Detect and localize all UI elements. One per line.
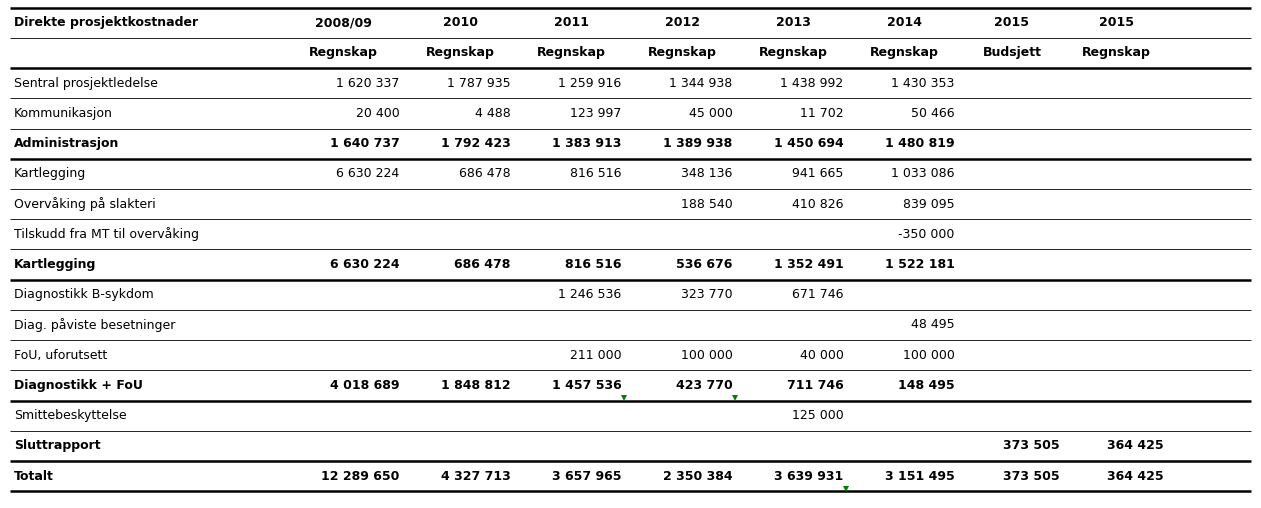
Text: 100 000: 100 000 bbox=[681, 348, 733, 362]
Text: Diagnostikk + FoU: Diagnostikk + FoU bbox=[14, 379, 142, 392]
Text: 45 000: 45 000 bbox=[689, 107, 733, 120]
Text: 423 770: 423 770 bbox=[676, 379, 733, 392]
Text: Diagnostikk B-sykdom: Diagnostikk B-sykdom bbox=[14, 288, 154, 301]
Text: 2011: 2011 bbox=[554, 16, 589, 29]
Text: 2013: 2013 bbox=[776, 16, 811, 29]
Text: 1 522 181: 1 522 181 bbox=[885, 258, 955, 271]
Text: 125 000: 125 000 bbox=[792, 409, 844, 422]
Text: 711 746: 711 746 bbox=[787, 379, 844, 392]
Text: 364 425: 364 425 bbox=[1107, 469, 1164, 483]
Text: 123 997: 123 997 bbox=[570, 107, 622, 120]
Text: 40 000: 40 000 bbox=[799, 348, 844, 362]
Text: 1 438 992: 1 438 992 bbox=[781, 77, 844, 90]
Text: Kartlegging: Kartlegging bbox=[14, 167, 86, 180]
Text: 373 505: 373 505 bbox=[1002, 439, 1059, 453]
Text: 4 488: 4 488 bbox=[475, 107, 511, 120]
Text: 6 630 224: 6 630 224 bbox=[330, 258, 400, 271]
Text: 12 289 650: 12 289 650 bbox=[322, 469, 400, 483]
Text: -350 000: -350 000 bbox=[898, 228, 955, 241]
Text: 1 792 423: 1 792 423 bbox=[441, 137, 511, 150]
Text: Sluttrapport: Sluttrapport bbox=[14, 439, 101, 453]
Text: Kartlegging: Kartlegging bbox=[14, 258, 96, 271]
Text: Kommunikasjon: Kommunikasjon bbox=[14, 107, 112, 120]
Text: 2010: 2010 bbox=[443, 16, 478, 29]
Text: Regnskap: Regnskap bbox=[1082, 46, 1151, 59]
Text: 50 466: 50 466 bbox=[910, 107, 955, 120]
Text: 1 259 916: 1 259 916 bbox=[559, 77, 622, 90]
Text: 816 516: 816 516 bbox=[570, 167, 622, 180]
Text: 536 676: 536 676 bbox=[676, 258, 733, 271]
Text: Smittebeskyttelse: Smittebeskyttelse bbox=[14, 409, 126, 422]
Text: 2015: 2015 bbox=[995, 16, 1029, 29]
Text: 2014: 2014 bbox=[886, 16, 922, 29]
Text: 2008/09: 2008/09 bbox=[314, 16, 372, 29]
Text: 941 665: 941 665 bbox=[792, 167, 844, 180]
Text: 148 495: 148 495 bbox=[898, 379, 955, 392]
Text: 4 327 713: 4 327 713 bbox=[441, 469, 511, 483]
Text: Regnskap: Regnskap bbox=[537, 46, 605, 59]
Text: Totalt: Totalt bbox=[14, 469, 54, 483]
Text: 1 640 737: 1 640 737 bbox=[330, 137, 400, 150]
Text: 1 033 086: 1 033 086 bbox=[892, 167, 955, 180]
Text: Regnskap: Regnskap bbox=[759, 46, 827, 59]
Text: 323 770: 323 770 bbox=[681, 288, 733, 301]
Text: 816 516: 816 516 bbox=[565, 258, 622, 271]
Text: 1 430 353: 1 430 353 bbox=[892, 77, 955, 90]
Text: 364 425: 364 425 bbox=[1107, 439, 1164, 453]
Text: 1 480 819: 1 480 819 bbox=[885, 137, 955, 150]
Text: 211 000: 211 000 bbox=[570, 348, 622, 362]
Text: Sentral prosjektledelse: Sentral prosjektledelse bbox=[14, 77, 158, 90]
Text: Administrasjon: Administrasjon bbox=[14, 137, 120, 150]
Text: 11 702: 11 702 bbox=[799, 107, 844, 120]
Text: 3 151 495: 3 151 495 bbox=[885, 469, 955, 483]
Text: 1 246 536: 1 246 536 bbox=[559, 288, 622, 301]
Text: Regnskap: Regnskap bbox=[648, 46, 716, 59]
Text: 3 639 931: 3 639 931 bbox=[774, 469, 844, 483]
Text: 6 630 224: 6 630 224 bbox=[337, 167, 400, 180]
Text: 410 826: 410 826 bbox=[792, 198, 844, 211]
Text: 3 657 965: 3 657 965 bbox=[552, 469, 622, 483]
Text: 100 000: 100 000 bbox=[903, 348, 955, 362]
Text: 4 018 689: 4 018 689 bbox=[330, 379, 400, 392]
Text: Diag. påviste besetninger: Diag. påviste besetninger bbox=[14, 318, 175, 332]
Text: 1 457 536: 1 457 536 bbox=[552, 379, 622, 392]
Text: Tilskudd fra MT til overvåking: Tilskudd fra MT til overvåking bbox=[14, 228, 199, 241]
Text: Regnskap: Regnskap bbox=[309, 46, 377, 59]
Text: 839 095: 839 095 bbox=[903, 198, 955, 211]
Text: 671 746: 671 746 bbox=[792, 288, 844, 301]
Text: Budsjett: Budsjett bbox=[982, 46, 1042, 59]
Text: Overvåking på slakteri: Overvåking på slakteri bbox=[14, 197, 155, 211]
Text: 1 383 913: 1 383 913 bbox=[552, 137, 622, 150]
Text: 48 495: 48 495 bbox=[910, 319, 955, 332]
Text: 686 478: 686 478 bbox=[454, 258, 511, 271]
Text: Regnskap: Regnskap bbox=[426, 46, 494, 59]
Text: 2012: 2012 bbox=[665, 16, 700, 29]
Text: FoU, uforutsett: FoU, uforutsett bbox=[14, 348, 107, 362]
Text: 686 478: 686 478 bbox=[459, 167, 511, 180]
Text: 1 787 935: 1 787 935 bbox=[448, 77, 511, 90]
Text: 1 620 337: 1 620 337 bbox=[337, 77, 400, 90]
Text: 2015: 2015 bbox=[1100, 16, 1134, 29]
Text: 1 352 491: 1 352 491 bbox=[774, 258, 844, 271]
Text: 348 136: 348 136 bbox=[681, 167, 733, 180]
Text: 1 389 938: 1 389 938 bbox=[663, 137, 733, 150]
Text: 373 505: 373 505 bbox=[1002, 469, 1059, 483]
Text: 1 848 812: 1 848 812 bbox=[441, 379, 511, 392]
Text: 20 400: 20 400 bbox=[356, 107, 400, 120]
Text: 2 350 384: 2 350 384 bbox=[663, 469, 733, 483]
Text: Direkte prosjektkostnader: Direkte prosjektkostnader bbox=[14, 16, 198, 29]
Text: 1 450 694: 1 450 694 bbox=[774, 137, 844, 150]
Text: 1 344 938: 1 344 938 bbox=[670, 77, 733, 90]
Text: 188 540: 188 540 bbox=[681, 198, 733, 211]
Text: Regnskap: Regnskap bbox=[870, 46, 938, 59]
